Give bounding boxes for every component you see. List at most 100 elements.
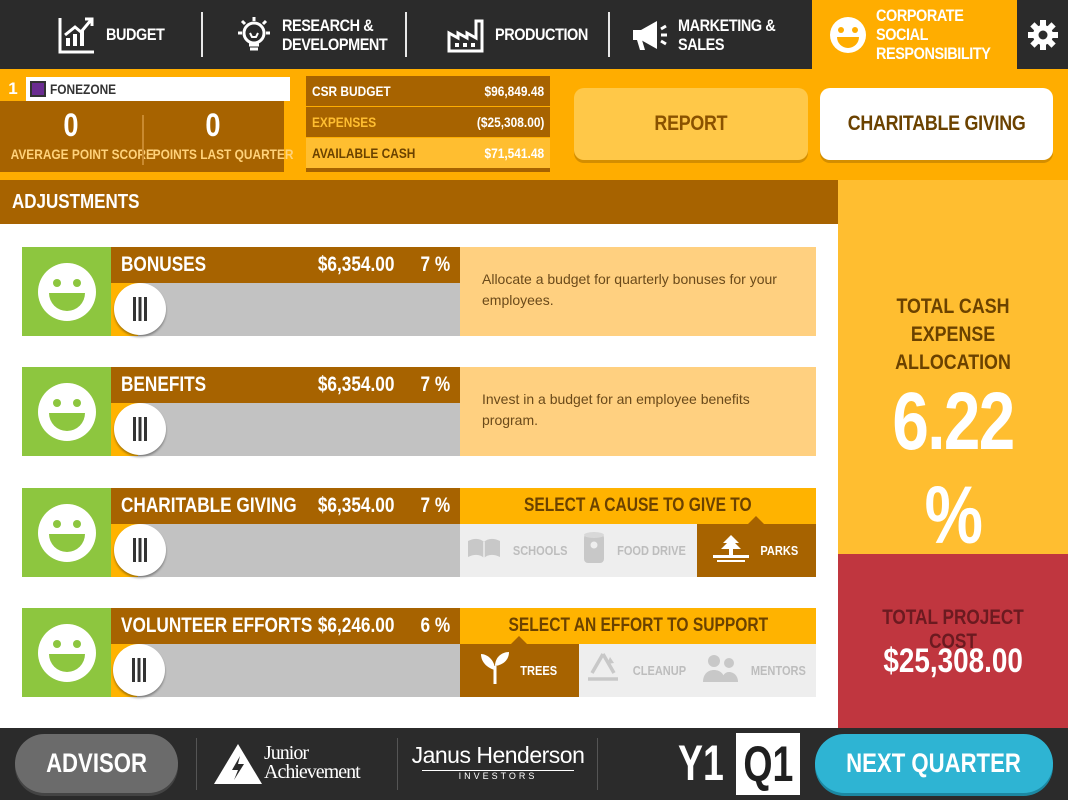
option-trees[interactable]: TREES xyxy=(460,636,579,697)
factory-icon xyxy=(445,14,487,56)
can-icon xyxy=(583,531,605,570)
report-button[interactable]: REPORT xyxy=(574,88,808,160)
jh-logo-sub: INVESTORS xyxy=(422,770,574,781)
csr-budget-label: CSR BUDGET xyxy=(312,83,391,99)
tab-research-development[interactable]: RESEARCH & DEVELOPMENT xyxy=(234,0,404,69)
expense-allocation-value-text: 6.22 % xyxy=(892,376,1015,561)
people-icon xyxy=(702,653,740,688)
quarter-text: Q1 xyxy=(742,736,794,792)
adjustment-row-charitable-giving: CHARITABLE GIVING $6,354.00 7 % SELECT A… xyxy=(22,488,816,577)
smiley-icon xyxy=(22,247,111,336)
row-name: BONUSES xyxy=(121,253,207,276)
effort-select-title-text: SELECT AN EFFORT TO SUPPORT xyxy=(508,615,768,636)
slider-track[interactable] xyxy=(111,524,460,577)
smiley-icon xyxy=(22,488,111,577)
footer-divider xyxy=(597,738,598,790)
option-parks[interactable]: PARKS xyxy=(697,516,816,577)
advisor-button[interactable]: ADVISOR xyxy=(15,734,178,793)
team-name: FONEZONE xyxy=(50,81,117,97)
option-label: PARKS xyxy=(760,543,799,558)
tab-marketing-sales[interactable]: MARKETING & SALES xyxy=(628,0,798,69)
megaphone-icon xyxy=(628,14,670,56)
expense-allocation-label-line1: TOTAL CASH xyxy=(896,295,1010,318)
project-cost-value: $25,308.00 xyxy=(838,642,1068,681)
row-description: Allocate a budget for quarterly bonuses … xyxy=(460,247,816,336)
row-amount: $6,354.00 xyxy=(317,494,394,517)
nav-divider xyxy=(405,12,407,57)
sprout-icon xyxy=(479,650,511,691)
book-icon xyxy=(466,537,502,564)
budget-row-expenses: EXPENSES ($25,308.00) xyxy=(306,107,550,137)
slider-track[interactable] xyxy=(111,283,460,336)
expenses-value: ($25,308.00) xyxy=(476,114,544,130)
advisor-button-label: ADVISOR xyxy=(46,748,147,778)
option-schools[interactable]: SCHOOLS xyxy=(460,524,579,577)
expenses-label: EXPENSES xyxy=(312,114,377,130)
effort-options: TREES CLEANUP MENTORS xyxy=(460,636,816,697)
option-cleanup[interactable]: CLEANUP xyxy=(578,644,698,697)
row-percent: 7 % xyxy=(420,494,450,517)
row-title-bar: CHARITABLE GIVING $6,354.00 7 % xyxy=(111,488,460,524)
slider-handle[interactable] xyxy=(114,524,166,576)
tab-production[interactable]: PRODUCTION xyxy=(445,0,605,69)
tab-corporate-social-responsibility[interactable]: CORPORATE SOCIAL RESPONSIBILITY xyxy=(812,0,1017,69)
option-food-drive[interactable]: FOOD DRIVE xyxy=(578,524,698,577)
row-name: VOLUNTEER EFFORTS xyxy=(121,614,313,637)
expense-allocation-panel: TOTAL CASH EXPENSE ALLOCATION 6.22 % xyxy=(838,180,1068,561)
smiley-icon xyxy=(22,608,111,697)
gear-icon[interactable] xyxy=(1017,0,1068,69)
points-last-quarter-label: POINTS LAST QUARTER xyxy=(152,146,294,162)
project-cost-value-text: $25,308.00 xyxy=(883,642,1023,680)
option-label: FOOD DRIVE xyxy=(617,543,687,558)
charitable-giving-button[interactable]: CHARITABLE GIVING xyxy=(820,88,1053,160)
slider-track[interactable] xyxy=(111,403,460,456)
stat-divider xyxy=(142,115,144,165)
tab-label: RESEARCH & DEVELOPMENT xyxy=(282,15,388,54)
next-quarter-button-label: NEXT QUARTER xyxy=(846,748,1022,778)
row-name: BENEFITS xyxy=(121,373,207,396)
row-percent: 6 % xyxy=(420,614,450,637)
slider-handle[interactable] xyxy=(114,283,166,335)
lightbulb-icon xyxy=(234,14,274,56)
tab-label: PRODUCTION xyxy=(495,25,588,44)
row-title-bar: BONUSES $6,354.00 7 % xyxy=(111,247,460,283)
slider-handle[interactable] xyxy=(114,403,166,455)
row-amount: $6,354.00 xyxy=(317,373,394,396)
option-label: MENTORS xyxy=(750,663,807,678)
charitable-giving-button-label: CHARITABLE GIVING xyxy=(847,112,1026,135)
cause-select-title-text: SELECT A CAUSE TO GIVE TO xyxy=(524,495,752,516)
ja-logo-text: Junior Achievement xyxy=(264,742,361,783)
chart-up-icon xyxy=(56,14,98,56)
option-mentors[interactable]: MENTORS xyxy=(697,644,816,697)
report-button-label: REPORT xyxy=(654,112,728,135)
junior-achievement-logo: Junior Achievement xyxy=(210,740,388,788)
nav-divider xyxy=(608,12,610,57)
option-label: TREES xyxy=(519,663,557,678)
adjustments-title-bar: ADJUSTMENTS xyxy=(0,180,838,224)
option-label: CLEANUP xyxy=(633,663,687,678)
adjustments-title: ADJUSTMENTS xyxy=(12,190,140,213)
team-name-bar: FONEZONE xyxy=(26,77,290,101)
tab-budget[interactable]: BUDGET xyxy=(56,0,196,69)
expense-allocation-label: TOTAL CASH EXPENSE ALLOCATION xyxy=(838,293,1068,377)
year-indicator: Y1 xyxy=(678,733,734,793)
adjustment-row-benefits: BENEFITS $6,354.00 7 % Invest in a budge… xyxy=(22,367,816,456)
row-title-bar: VOLUNTEER EFFORTS $6,246.00 6 % xyxy=(111,608,460,644)
slider-handle[interactable] xyxy=(113,644,165,696)
available-cash-value: $71,541.48 xyxy=(484,145,544,161)
row-amount: $6,354.00 xyxy=(317,253,394,276)
smiley-icon xyxy=(828,14,868,56)
row-percent: 7 % xyxy=(420,373,450,396)
jh-logo-text: Janus Henderson xyxy=(411,742,585,768)
tree-icon xyxy=(711,533,751,568)
slider-track[interactable] xyxy=(111,644,460,697)
janus-henderson-logo: Janus Henderson INVESTORS xyxy=(408,742,588,786)
points-last-quarter: 0 POINTS LAST QUARTER xyxy=(142,101,294,172)
team-rank: 1 xyxy=(8,79,18,98)
nav-divider xyxy=(201,12,203,57)
recycle-icon xyxy=(584,651,622,690)
next-quarter-button[interactable]: NEXT QUARTER xyxy=(815,734,1053,793)
expense-allocation-label-line2: EXPENSE ALLOCATION xyxy=(895,323,1011,374)
row-amount: $6,246.00 xyxy=(317,614,394,637)
ja-triangle-icon xyxy=(214,744,262,784)
